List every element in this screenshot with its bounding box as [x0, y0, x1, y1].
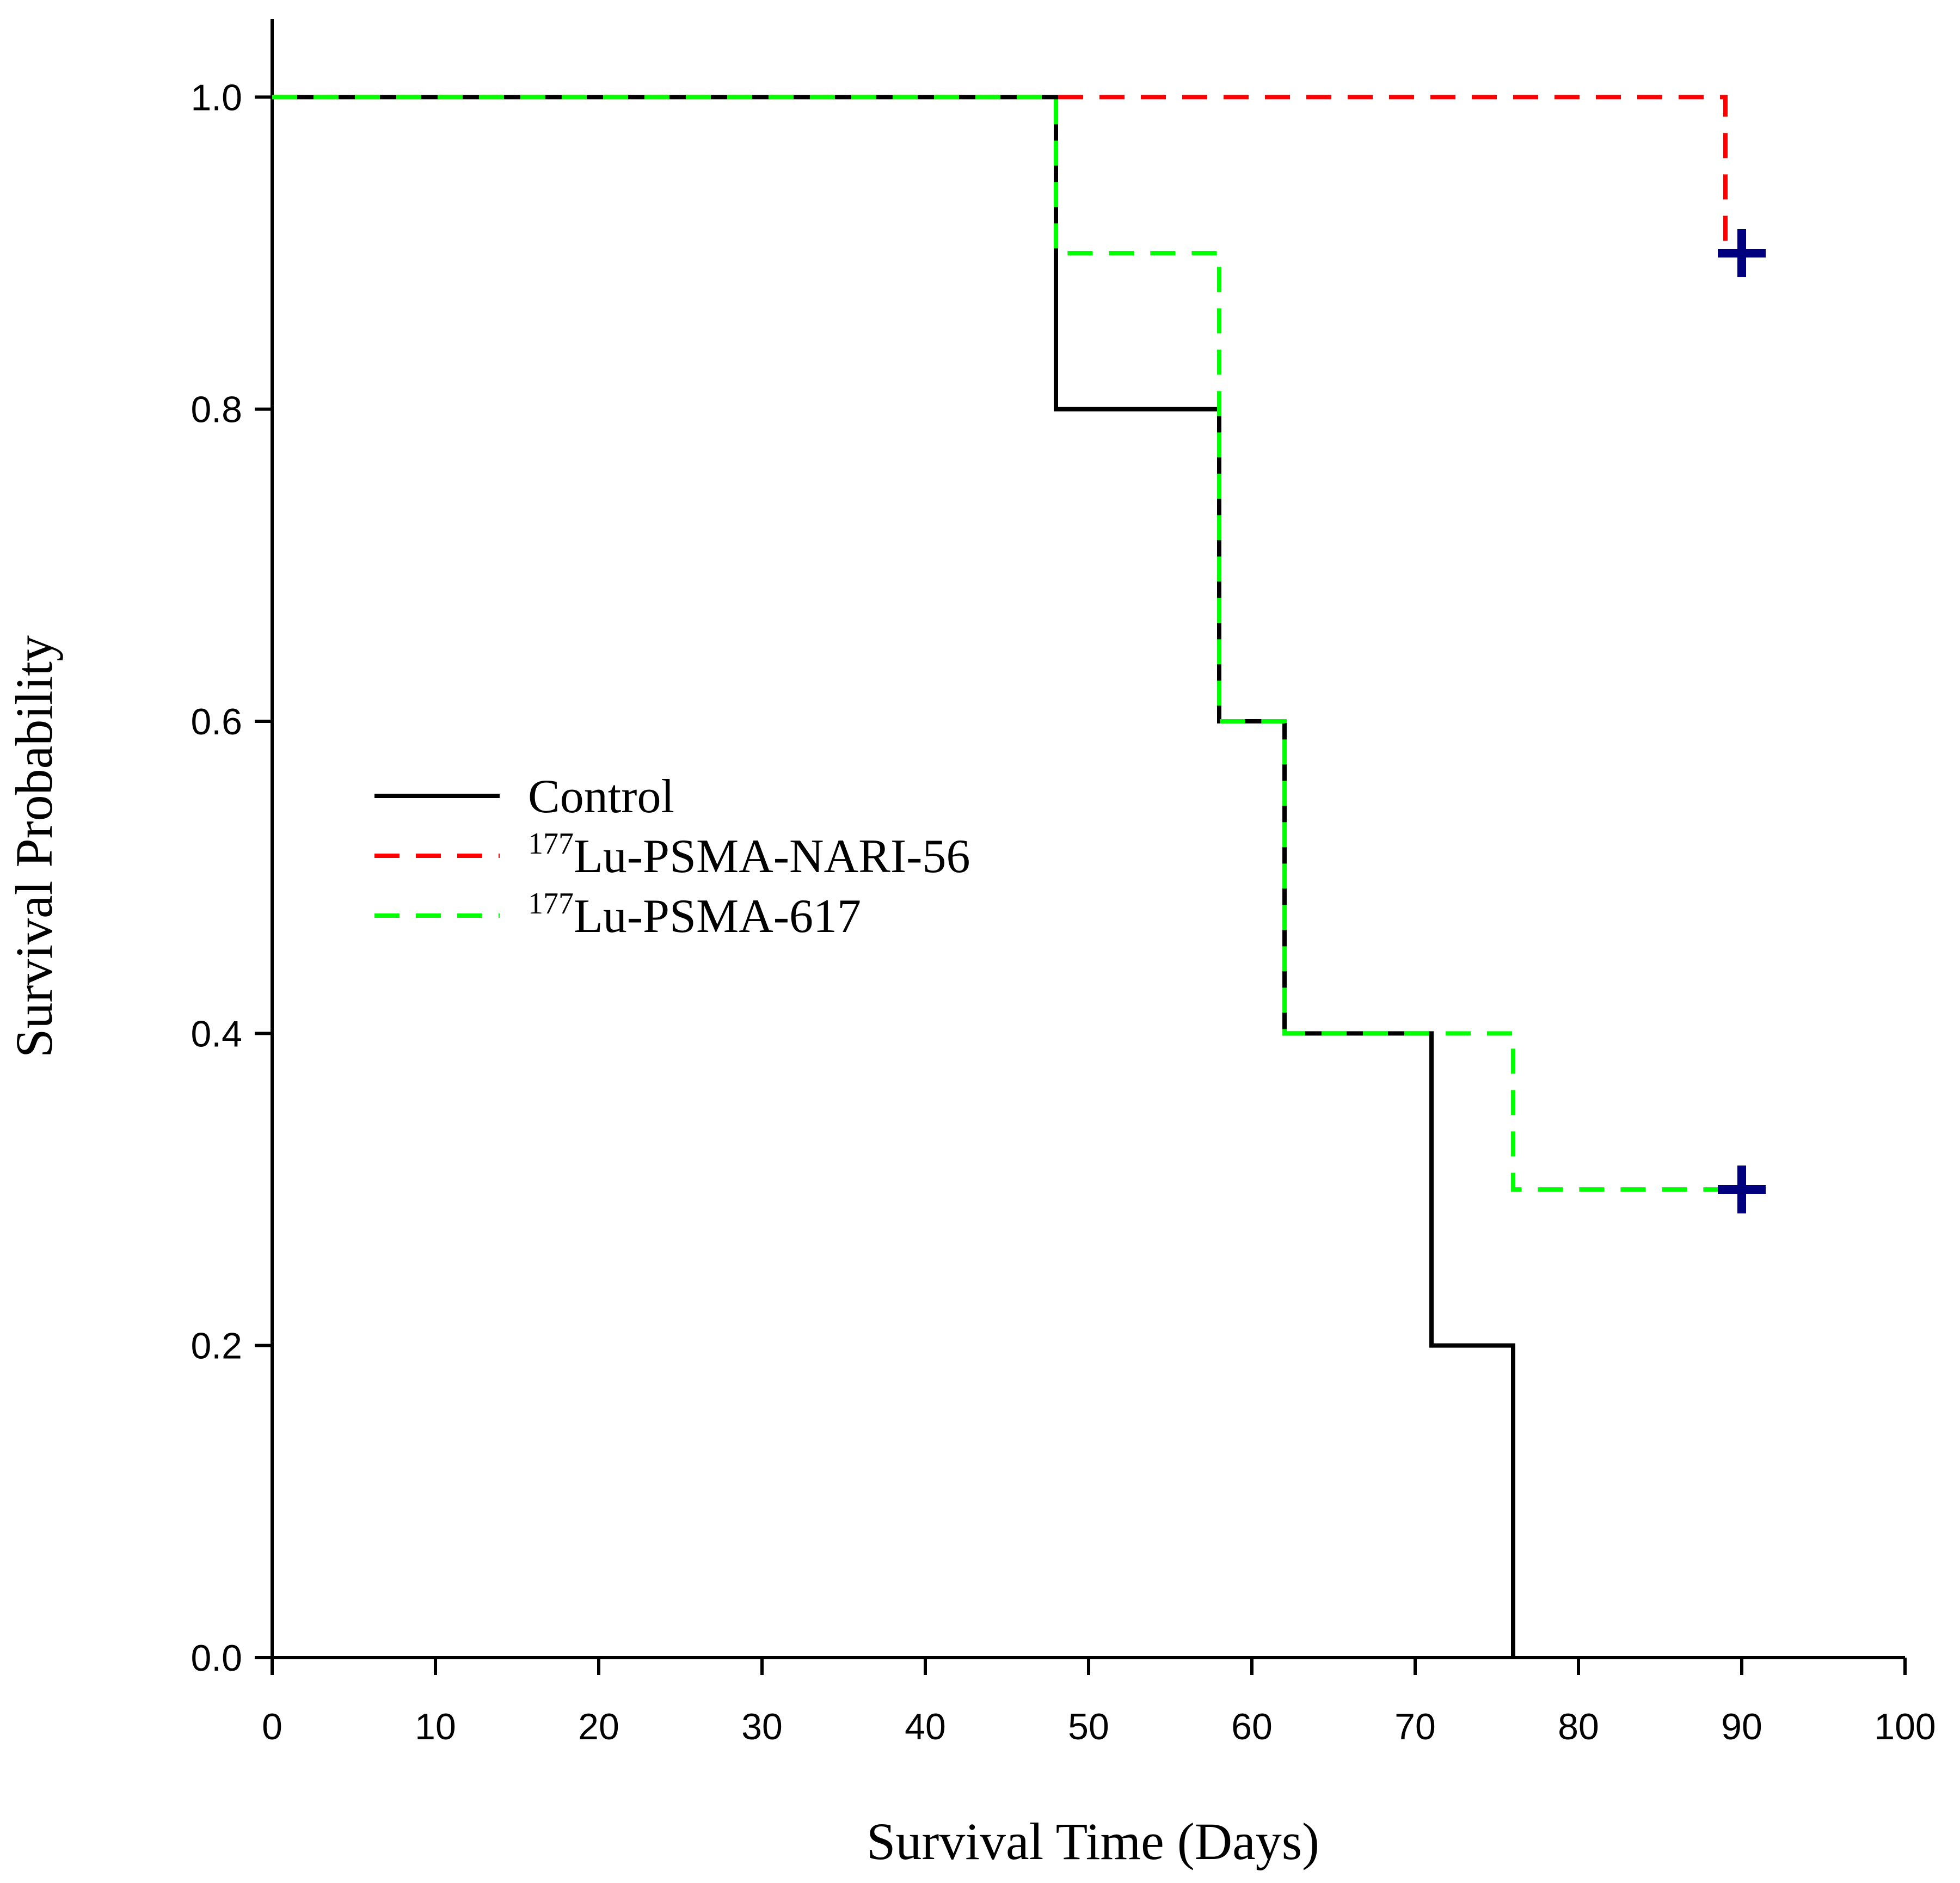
y-tick-label: 0.0 — [191, 1637, 242, 1679]
legend-label-1: 177Lu-PSMA-NARI-56 — [528, 827, 970, 883]
series-line-2 — [272, 95, 1742, 1192]
legend-label-2: 177Lu-PSMA-617 — [528, 887, 861, 943]
x-tick-label: 70 — [1394, 1706, 1436, 1747]
x-tick-label: 40 — [905, 1706, 946, 1747]
legend-superscript: 177 — [528, 887, 574, 921]
x-tick-label: 50 — [1068, 1706, 1109, 1747]
series-layer — [272, 95, 1766, 1658]
y-axis-title: Survival Probability — [5, 635, 63, 1058]
y-tick-label: 1.0 — [191, 77, 242, 118]
y-tick-label: 0.4 — [191, 1013, 242, 1054]
censor-marker — [1718, 1166, 1766, 1213]
x-tick-label: 100 — [1874, 1706, 1936, 1747]
censor-marker — [1718, 229, 1766, 277]
legend-main-text: Lu-PSMA-NARI-56 — [574, 830, 970, 883]
legend-label-0: Control — [528, 770, 674, 823]
x-tick-label: 90 — [1721, 1706, 1762, 1747]
x-tick-label: 0 — [262, 1706, 282, 1747]
axes: 0 10 20 30 40 50 60 70 80 90 100 0.0 0.2 0.4 0.6 0.8 1.0 — [191, 19, 1936, 1747]
x-tick-label: 20 — [578, 1706, 619, 1747]
x-tick-label: 60 — [1231, 1706, 1273, 1747]
x-tick-label: 30 — [741, 1706, 783, 1747]
y-tick-label: 0.2 — [191, 1326, 242, 1367]
x-axis-title: Survival Time (Days) — [867, 1812, 1319, 1870]
series-line-1 — [272, 95, 1742, 255]
y-tick-label: 0.6 — [191, 701, 242, 743]
x-tick-label: 10 — [415, 1706, 456, 1747]
legend-superscript: 177 — [528, 827, 574, 861]
y-tick-label: 0.8 — [191, 389, 242, 431]
x-tick-label: 80 — [1558, 1706, 1599, 1747]
legend-main-text: Lu-PSMA-617 — [574, 890, 861, 943]
